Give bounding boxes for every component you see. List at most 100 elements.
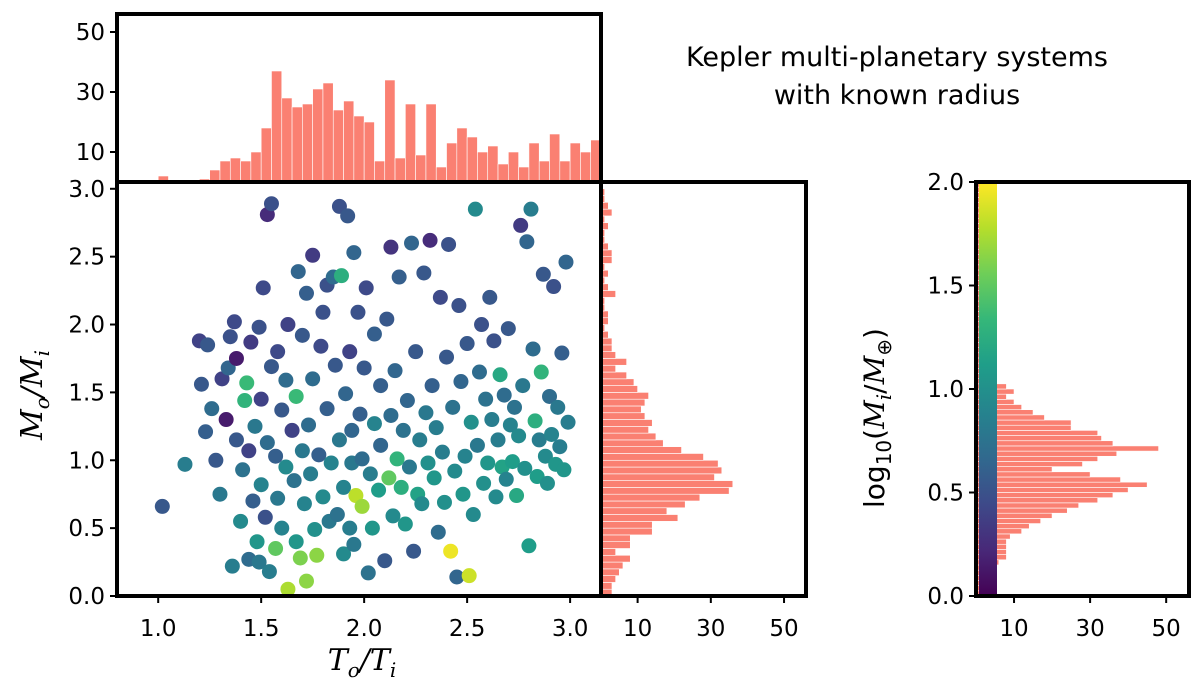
scatter-point [233, 513, 249, 529]
scatter-point [253, 477, 269, 493]
scatter-point [346, 245, 362, 261]
right-hist-bar [600, 385, 638, 393]
scatter-point [432, 289, 448, 305]
scatter-point [535, 266, 551, 282]
scatter-points [154, 196, 576, 597]
scatter-point [385, 508, 401, 524]
y-tick-label: 3.0 [68, 177, 105, 203]
right-hist-bar [600, 358, 627, 366]
scatter-point [241, 443, 257, 459]
scatter-point [284, 422, 300, 438]
scatter-point [333, 268, 349, 284]
scatter-point [348, 488, 364, 504]
top-hist-bar [528, 142, 540, 183]
x-tick-label: 3.0 [552, 616, 589, 642]
scatter-point [436, 494, 452, 510]
scatter-point [552, 439, 568, 455]
scatter-point [373, 378, 389, 394]
colorbar-y-tick-label: 0.5 [927, 481, 964, 507]
scatter-point [519, 234, 535, 250]
scatter-point [274, 402, 290, 418]
scatter-point [342, 344, 358, 360]
y-axis-label: Mo/Mi [15, 350, 54, 441]
top-hist-bar [508, 151, 519, 183]
scatter-point [515, 378, 531, 394]
scatter-point [513, 217, 529, 233]
right-hist-bar [600, 466, 723, 475]
scatter-point [558, 254, 574, 270]
top-hist-bar [466, 136, 478, 183]
top-hist-bar [538, 160, 550, 183]
chart-title-line-1: Kepler multi-planetary systems [686, 42, 1108, 73]
scatter-point [251, 554, 267, 570]
top-hist-bar [569, 142, 581, 183]
y-tick-label: 2.0 [68, 313, 105, 339]
scatter-point [373, 437, 389, 453]
scatter-point [228, 350, 244, 366]
scatter-point [263, 359, 279, 375]
right-histogram-frame [599, 180, 808, 598]
scatter-point [198, 424, 214, 440]
chart-title-line-2: with known radius [774, 80, 1020, 111]
right-hist-bar [600, 412, 646, 420]
x-tick-label: 1.0 [140, 616, 177, 642]
top-hist-bar [291, 106, 303, 183]
colorbar-y-tick-label: 0.0 [927, 584, 964, 610]
top-hist-bar [549, 133, 561, 183]
scatter-point [420, 455, 436, 471]
scatter-point [305, 247, 321, 263]
x-tick-label: 1.5 [243, 616, 280, 642]
top-hist-bar [487, 145, 499, 183]
scatter-point [511, 428, 527, 444]
right-hist-bar [600, 426, 649, 434]
top-hist-bar [322, 82, 334, 183]
scatter-point [447, 463, 463, 479]
scatter-point [498, 471, 514, 487]
top-hist-bar [456, 127, 468, 183]
scatter-point [259, 435, 275, 451]
colorbar-hist-x-tick-label: 10 [999, 616, 1028, 642]
scatter-point [245, 493, 261, 509]
scatter-point [286, 473, 302, 489]
top-hist-bar [302, 103, 313, 183]
scatter-point [303, 466, 319, 482]
scatter-point [253, 391, 269, 407]
scatter-point [426, 470, 442, 486]
colorbar-y-tick-label: 2.0 [927, 170, 964, 196]
scatter-point [344, 422, 360, 438]
top-hist-bar [477, 151, 489, 183]
scatter-point [560, 414, 576, 430]
scatter-point [484, 412, 500, 428]
scatter-point [360, 565, 376, 581]
scatter-point [496, 387, 512, 403]
right-hist-bar [600, 290, 616, 298]
right-hist-bar [600, 561, 624, 570]
colorbar-hist-x-tick-label: 30 [1075, 616, 1104, 642]
scatter-point [214, 371, 230, 387]
colorbar-label: log10(Mi/M⊕) [858, 328, 896, 508]
scatter-point [527, 413, 543, 429]
scatter-point [257, 509, 273, 525]
scatter-point [478, 391, 494, 407]
scatter-point [319, 401, 335, 417]
top-hist-bar [343, 100, 355, 183]
right-hist-bar [600, 500, 686, 509]
scatter-point [280, 317, 296, 333]
scatter-point [336, 546, 352, 562]
scatter-point [268, 448, 284, 464]
right-hist-bar [600, 493, 701, 502]
y-tick-label: 1.0 [68, 448, 105, 474]
scatter-point [364, 520, 380, 536]
scatter-point [408, 344, 424, 360]
colorbar-hist-bar [975, 476, 1121, 483]
scatter-point [451, 298, 467, 314]
right-hist-bar [600, 351, 616, 359]
scatter-point [492, 367, 508, 383]
right-hist-bar [600, 371, 627, 380]
scatter-point [371, 482, 387, 498]
scatter-point [523, 201, 539, 217]
colorbar-hist-bar [975, 481, 1148, 488]
right-hist-bar [600, 432, 657, 441]
scatter-point [428, 420, 444, 436]
